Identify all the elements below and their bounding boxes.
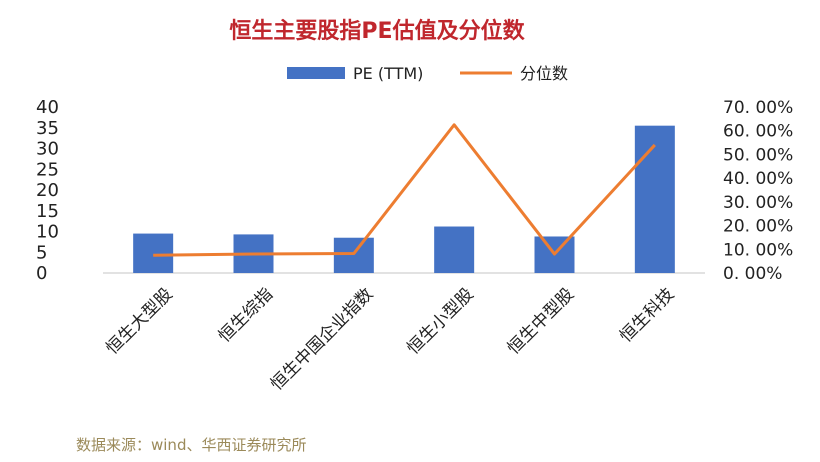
category-label: 恒生综指 [215, 284, 277, 346]
right-tick-label: 10. 00% [723, 240, 793, 260]
legend-label-line: 分位数 [520, 64, 568, 83]
bar-pe [634, 125, 675, 273]
right-tick-label: 50. 00% [723, 145, 793, 165]
left-tick-label: 15 [36, 201, 59, 222]
bar-pe [133, 233, 174, 273]
left-tick-label: 40 [36, 97, 59, 118]
bars [133, 125, 675, 273]
source-note: 数据来源：wind、华西证券研究所 [76, 436, 306, 454]
right-tick-label: 60. 00% [723, 122, 793, 142]
legend: PE (TTM) 分位数 [287, 64, 568, 83]
category-label: 恒生中型股 [504, 284, 578, 358]
category-label: 恒生中国企业指数 [267, 284, 377, 394]
right-tick-label: 70. 00% [723, 98, 793, 118]
bar-pe [434, 226, 475, 273]
left-tick-label: 25 [36, 159, 59, 180]
category-label: 恒生科技 [616, 284, 678, 346]
category-label: 恒生大型股 [102, 284, 176, 358]
left-tick-label: 10 [36, 222, 59, 243]
right-tick-label: 0. 00% [723, 264, 782, 284]
left-tick-label: 5 [36, 242, 47, 263]
left-tick-label: 35 [36, 118, 59, 139]
right-tick-label: 40. 00% [723, 169, 793, 189]
chart-title: 恒生主要股指PE估值及分位数 [229, 18, 525, 44]
category-label: 恒生小型股 [403, 284, 477, 358]
legend-swatch-bar [287, 67, 345, 79]
left-tick-label: 0 [36, 263, 47, 284]
left-tick-label: 20 [36, 180, 59, 201]
left-tick-label: 30 [36, 139, 59, 160]
percentile-line [153, 123, 656, 257]
right-axis-ticks: 70. 00% 60. 00% 50. 00% 40. 00% 30. 00% 20. 0… [723, 98, 793, 284]
right-tick-label: 20. 00% [723, 217, 793, 237]
legend-label-bar: PE (TTM) [353, 64, 423, 83]
bar-pe [333, 237, 374, 273]
right-tick-label: 30. 00% [723, 193, 793, 213]
